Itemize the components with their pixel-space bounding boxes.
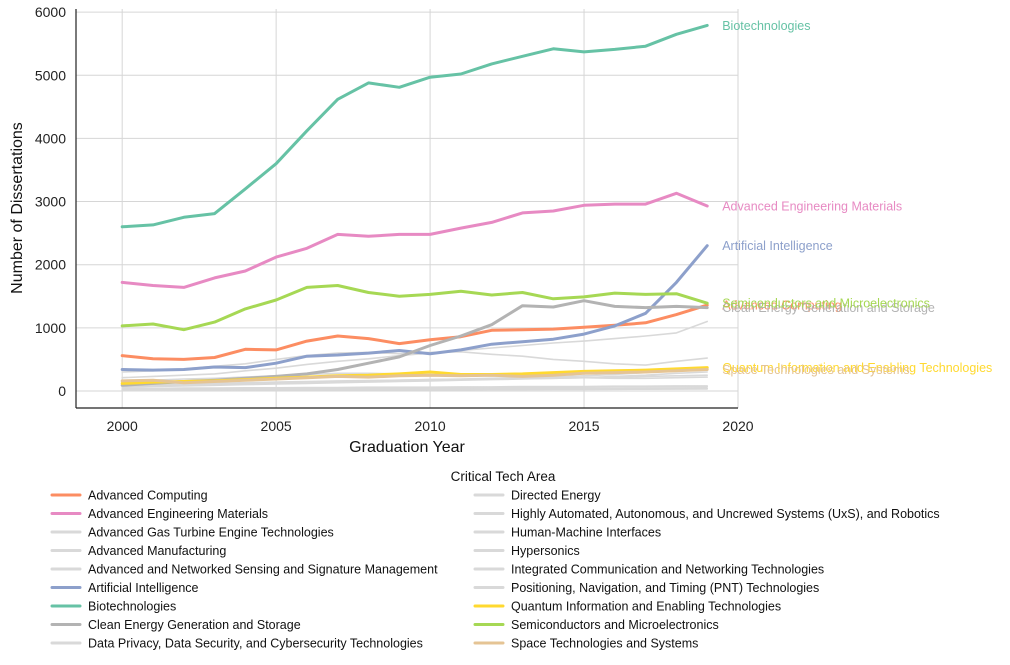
legend-item-advanced-and-networked-sensing-and-signature-management: Advanced and Networked Sensing and Signa… xyxy=(50,563,438,577)
legend-label: Hypersonics xyxy=(511,544,580,558)
legend-item-biotechnologies: Biotechnologies xyxy=(50,600,176,614)
grid-lines xyxy=(76,9,739,408)
y-tick-label: 0 xyxy=(58,383,66,399)
legend-item-human-machine-interfaces: Human-Machine Interfaces xyxy=(473,526,661,540)
y-tick-label: 1000 xyxy=(35,320,66,336)
legend-label: Directed Energy xyxy=(511,489,601,503)
series-line-human-machine-interfaces xyxy=(121,374,709,386)
legend-label: Advanced Computing xyxy=(88,489,208,503)
y-axis-title: Number of Dissertations xyxy=(9,122,26,294)
legend-label: Biotechnologies xyxy=(88,600,176,614)
y-tick-label: 3000 xyxy=(35,194,66,210)
legend-item-hypersonics: Hypersonics xyxy=(473,544,580,558)
legend-item-clean-energy-generation-and-storage: Clean Energy Generation and Storage xyxy=(50,618,301,632)
series-line-semiconductors-and-microelectronics xyxy=(120,284,709,332)
series-end-labels: Advanced Computing Advanced Engineering M… xyxy=(722,19,992,377)
legend-label: Clean Energy Generation and Storage xyxy=(88,618,301,632)
legend-item-advanced-manufacturing: Advanced Manufacturing xyxy=(50,544,226,558)
legend-label: Highly Automated, Autonomous, and Uncrew… xyxy=(511,507,940,521)
end-label-advanced-computing: Advanced Computing xyxy=(722,299,842,313)
end-label-clean-energy-generation-and-storage: Clean Energy Generation and Storage xyxy=(722,301,935,315)
series-line-advanced-engineering-materials xyxy=(120,191,709,289)
legend-label: Advanced Manufacturing xyxy=(88,544,226,558)
legend-label: Positioning, Navigation, and Timing (PNT… xyxy=(511,581,819,595)
legend-item-space-technologies-and-systems: Space Technologies and Systems xyxy=(473,637,698,651)
legend-label: Human-Machine Interfaces xyxy=(511,526,661,540)
legend-item-positioning-navigation-and-timing-pnt-technologies: Positioning, Navigation, and Timing (PNT… xyxy=(473,581,819,595)
legend-item-advanced-gas-turbine-engine-technologies: Advanced Gas Turbine Engine Technologies xyxy=(50,526,334,540)
end-label-advanced-engineering-materials: Advanced Engineering Materials xyxy=(722,199,902,213)
legend-label: Advanced and Networked Sensing and Signa… xyxy=(88,563,438,577)
series-line-advanced-manufacturing xyxy=(121,320,709,379)
axes xyxy=(75,9,738,409)
x-tick-label: 2005 xyxy=(261,418,292,434)
legend-label: Space Technologies and Systems xyxy=(511,637,698,651)
legend-item-integrated-communication-and-networking-technologies: Integrated Communication and Networking … xyxy=(473,563,824,577)
y-tick-label: 2000 xyxy=(35,257,66,273)
x-tick-label: 2010 xyxy=(415,418,446,434)
legend-item-artificial-intelligence: Artificial Intelligence xyxy=(50,581,199,595)
highlighted-series-lines xyxy=(120,23,709,387)
series-line-space-technologies-and-systems xyxy=(120,368,709,385)
legend-item-directed-energy: Directed Energy xyxy=(473,489,601,503)
legend-label: Artificial Intelligence xyxy=(88,581,199,595)
x-axis-title: Graduation Year xyxy=(349,439,465,456)
x-tick-label: 2020 xyxy=(722,418,753,434)
y-tick-label: 4000 xyxy=(35,130,66,146)
legend-label: Advanced Gas Turbine Engine Technologies xyxy=(88,526,334,540)
end-label-space-technologies-and-systems: Space Technologies and Systems xyxy=(722,363,909,377)
legend-item-quantum-information-and-enabling-technologies: Quantum Information and Enabling Technol… xyxy=(473,600,781,614)
end-label-semiconductors-and-microelectronics: Semiconductors and Microelectronics xyxy=(722,297,930,311)
legend-label: Semiconductors and Microelectronics xyxy=(511,618,719,632)
series-line-hypersonics xyxy=(121,388,709,392)
legend-item-advanced-engineering-materials: Advanced Engineering Materials xyxy=(50,507,268,521)
legend-label: Data Privacy, Data Security, and Cyberse… xyxy=(88,637,423,651)
end-label-quantum-information-and-enabling-technologies: Quantum Information and Enabling Technol… xyxy=(722,361,992,375)
series-line-positioning-navigation-and-timing-pnt-technologies xyxy=(121,385,709,390)
legend-title: Critical Tech Area xyxy=(451,469,556,484)
end-label-artificial-intelligence: Artificial Intelligence xyxy=(722,239,833,253)
series-line-biotechnologies xyxy=(120,23,709,229)
legend-item-data-privacy-data-security-and-cybersecurity-technologies: Data Privacy, Data Security, and Cyberse… xyxy=(50,637,423,651)
y-tick-label: 6000 xyxy=(35,4,66,20)
series-line-advanced-computing xyxy=(120,303,709,361)
axis-ticks: 2000 2005 2010 2015 2020 0 1000 2000 3000 4000 500… xyxy=(35,4,754,434)
legend-item-semiconductors-and-microelectronics: Semiconductors and Microelectronics xyxy=(473,618,719,632)
y-tick-label: 5000 xyxy=(35,67,66,83)
legend-item-advanced-computing: Advanced Computing xyxy=(50,489,208,503)
x-tick-label: 2000 xyxy=(107,418,138,434)
legend-label: Integrated Communication and Networking … xyxy=(511,563,824,577)
background-series-lines xyxy=(121,320,709,392)
legend-item-highly-automated-autonomous-and-uncrewed-systems-uxs-and-robotics: Highly Automated, Autonomous, and Uncrew… xyxy=(473,507,940,521)
legend-label: Advanced Engineering Materials xyxy=(88,507,268,521)
end-label-biotechnologies: Biotechnologies xyxy=(722,19,810,33)
x-tick-label: 2015 xyxy=(568,418,599,434)
legend-label: Quantum Information and Enabling Technol… xyxy=(511,600,781,614)
legend: Critical Tech Area Advanced Computing Adv… xyxy=(50,469,940,651)
